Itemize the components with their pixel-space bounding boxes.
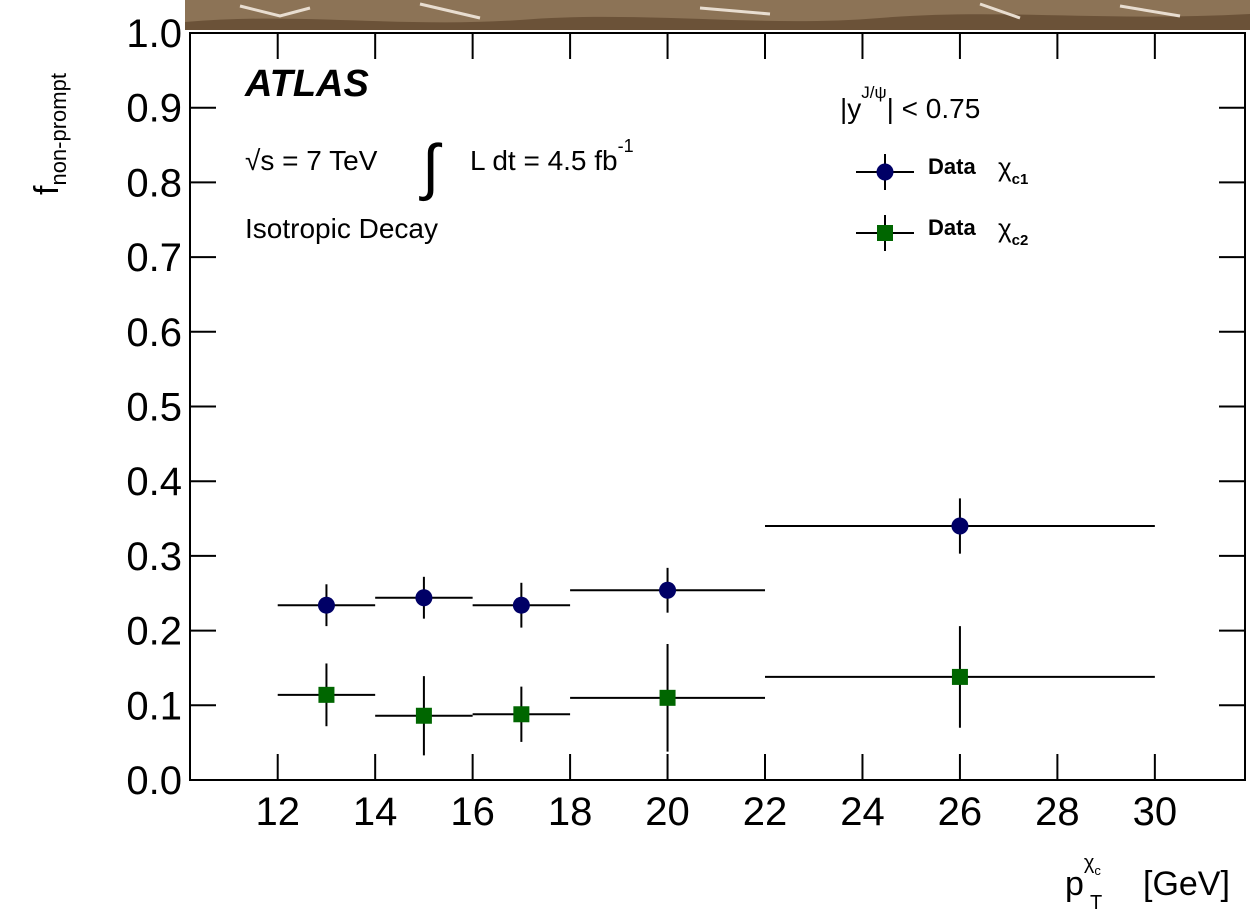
- data-point: [512, 596, 530, 614]
- x-axis-label: pχc T [GeV]: [1065, 852, 1230, 914]
- x-label-sup: χ: [1084, 852, 1095, 874]
- legend-label-symbol: χ: [998, 213, 1012, 243]
- header-photo: [185, 0, 1250, 30]
- legend-label: χc2: [998, 213, 1028, 249]
- energy-label: √s = 7 TeV: [245, 145, 378, 176]
- legend-marker: [877, 225, 893, 241]
- y-tick-label: 1.0: [126, 12, 182, 56]
- x-tick-label: 12: [255, 790, 300, 834]
- data-point: [317, 596, 335, 614]
- x-label-unit: [GeV]: [1143, 865, 1230, 903]
- y-tick-label: 0.9: [126, 87, 182, 131]
- rapidity-sup: J/ψ: [861, 83, 886, 102]
- lumi-text: L dt = 4.5 fb: [470, 145, 618, 176]
- y-tick-label: 0.4: [126, 460, 182, 504]
- x-tick-label: 24: [840, 790, 885, 834]
- y-label-sub: non-prompt: [46, 73, 71, 186]
- y-tick-label: 0.8: [126, 161, 182, 205]
- y-axis-label: fnon-prompt: [28, 73, 71, 195]
- y-tick-label: 0.3: [126, 535, 182, 579]
- lumi-label: L dt = 4.5 fb-1: [470, 136, 634, 176]
- legend-name: Data: [928, 154, 976, 179]
- legend-label-sub: c2: [1012, 232, 1029, 249]
- y-tick-label: 0.0: [126, 759, 182, 803]
- legend-name: Data: [928, 215, 976, 240]
- plot-frame: [189, 32, 1246, 781]
- rapidity-post: | < 0.75: [887, 93, 981, 124]
- selection-label: Isotropic Decay: [245, 213, 438, 244]
- data-point: [951, 668, 968, 685]
- x-label-sub: T: [1090, 892, 1102, 914]
- rapidity-label: |yJ/ψ| < 0.75: [840, 83, 980, 124]
- experiment-label: ATLAS: [244, 63, 369, 105]
- legend-label-sub: c1: [1012, 171, 1029, 188]
- legend-marker: [876, 163, 894, 181]
- x-tick-label: 28: [1035, 790, 1080, 834]
- y-tick-label: 0.1: [126, 684, 182, 728]
- y-tick-label: 0.7: [126, 236, 182, 280]
- x-tick-label: 16: [450, 790, 495, 834]
- data-point: [659, 689, 676, 706]
- y-tick-label: 0.6: [126, 311, 182, 355]
- x-label-base: p: [1065, 865, 1084, 903]
- x-tick-label: 14: [353, 790, 398, 834]
- data-point: [513, 706, 530, 723]
- legend-label-symbol: χ: [998, 152, 1012, 182]
- x-tick-label: 26: [938, 790, 983, 834]
- y-tick-label: 0.2: [126, 610, 182, 654]
- data-point: [318, 686, 335, 703]
- data-point: [659, 581, 677, 599]
- y-label-base: f: [28, 185, 66, 195]
- lumi-sup: -1: [618, 136, 634, 156]
- x-tick-label: 22: [743, 790, 788, 834]
- x-tick-label: 30: [1133, 790, 1178, 834]
- data-point: [415, 707, 432, 724]
- x-tick-label: 20: [645, 790, 690, 834]
- data-point: [415, 589, 433, 607]
- data-point: [951, 517, 969, 535]
- x-label-sup-sub: c: [1094, 863, 1101, 878]
- y-tick-label: 0.5: [126, 386, 182, 430]
- rapidity-pre: |y: [840, 93, 861, 124]
- legend-label: χc1: [998, 152, 1028, 188]
- x-tick-label: 18: [548, 790, 593, 834]
